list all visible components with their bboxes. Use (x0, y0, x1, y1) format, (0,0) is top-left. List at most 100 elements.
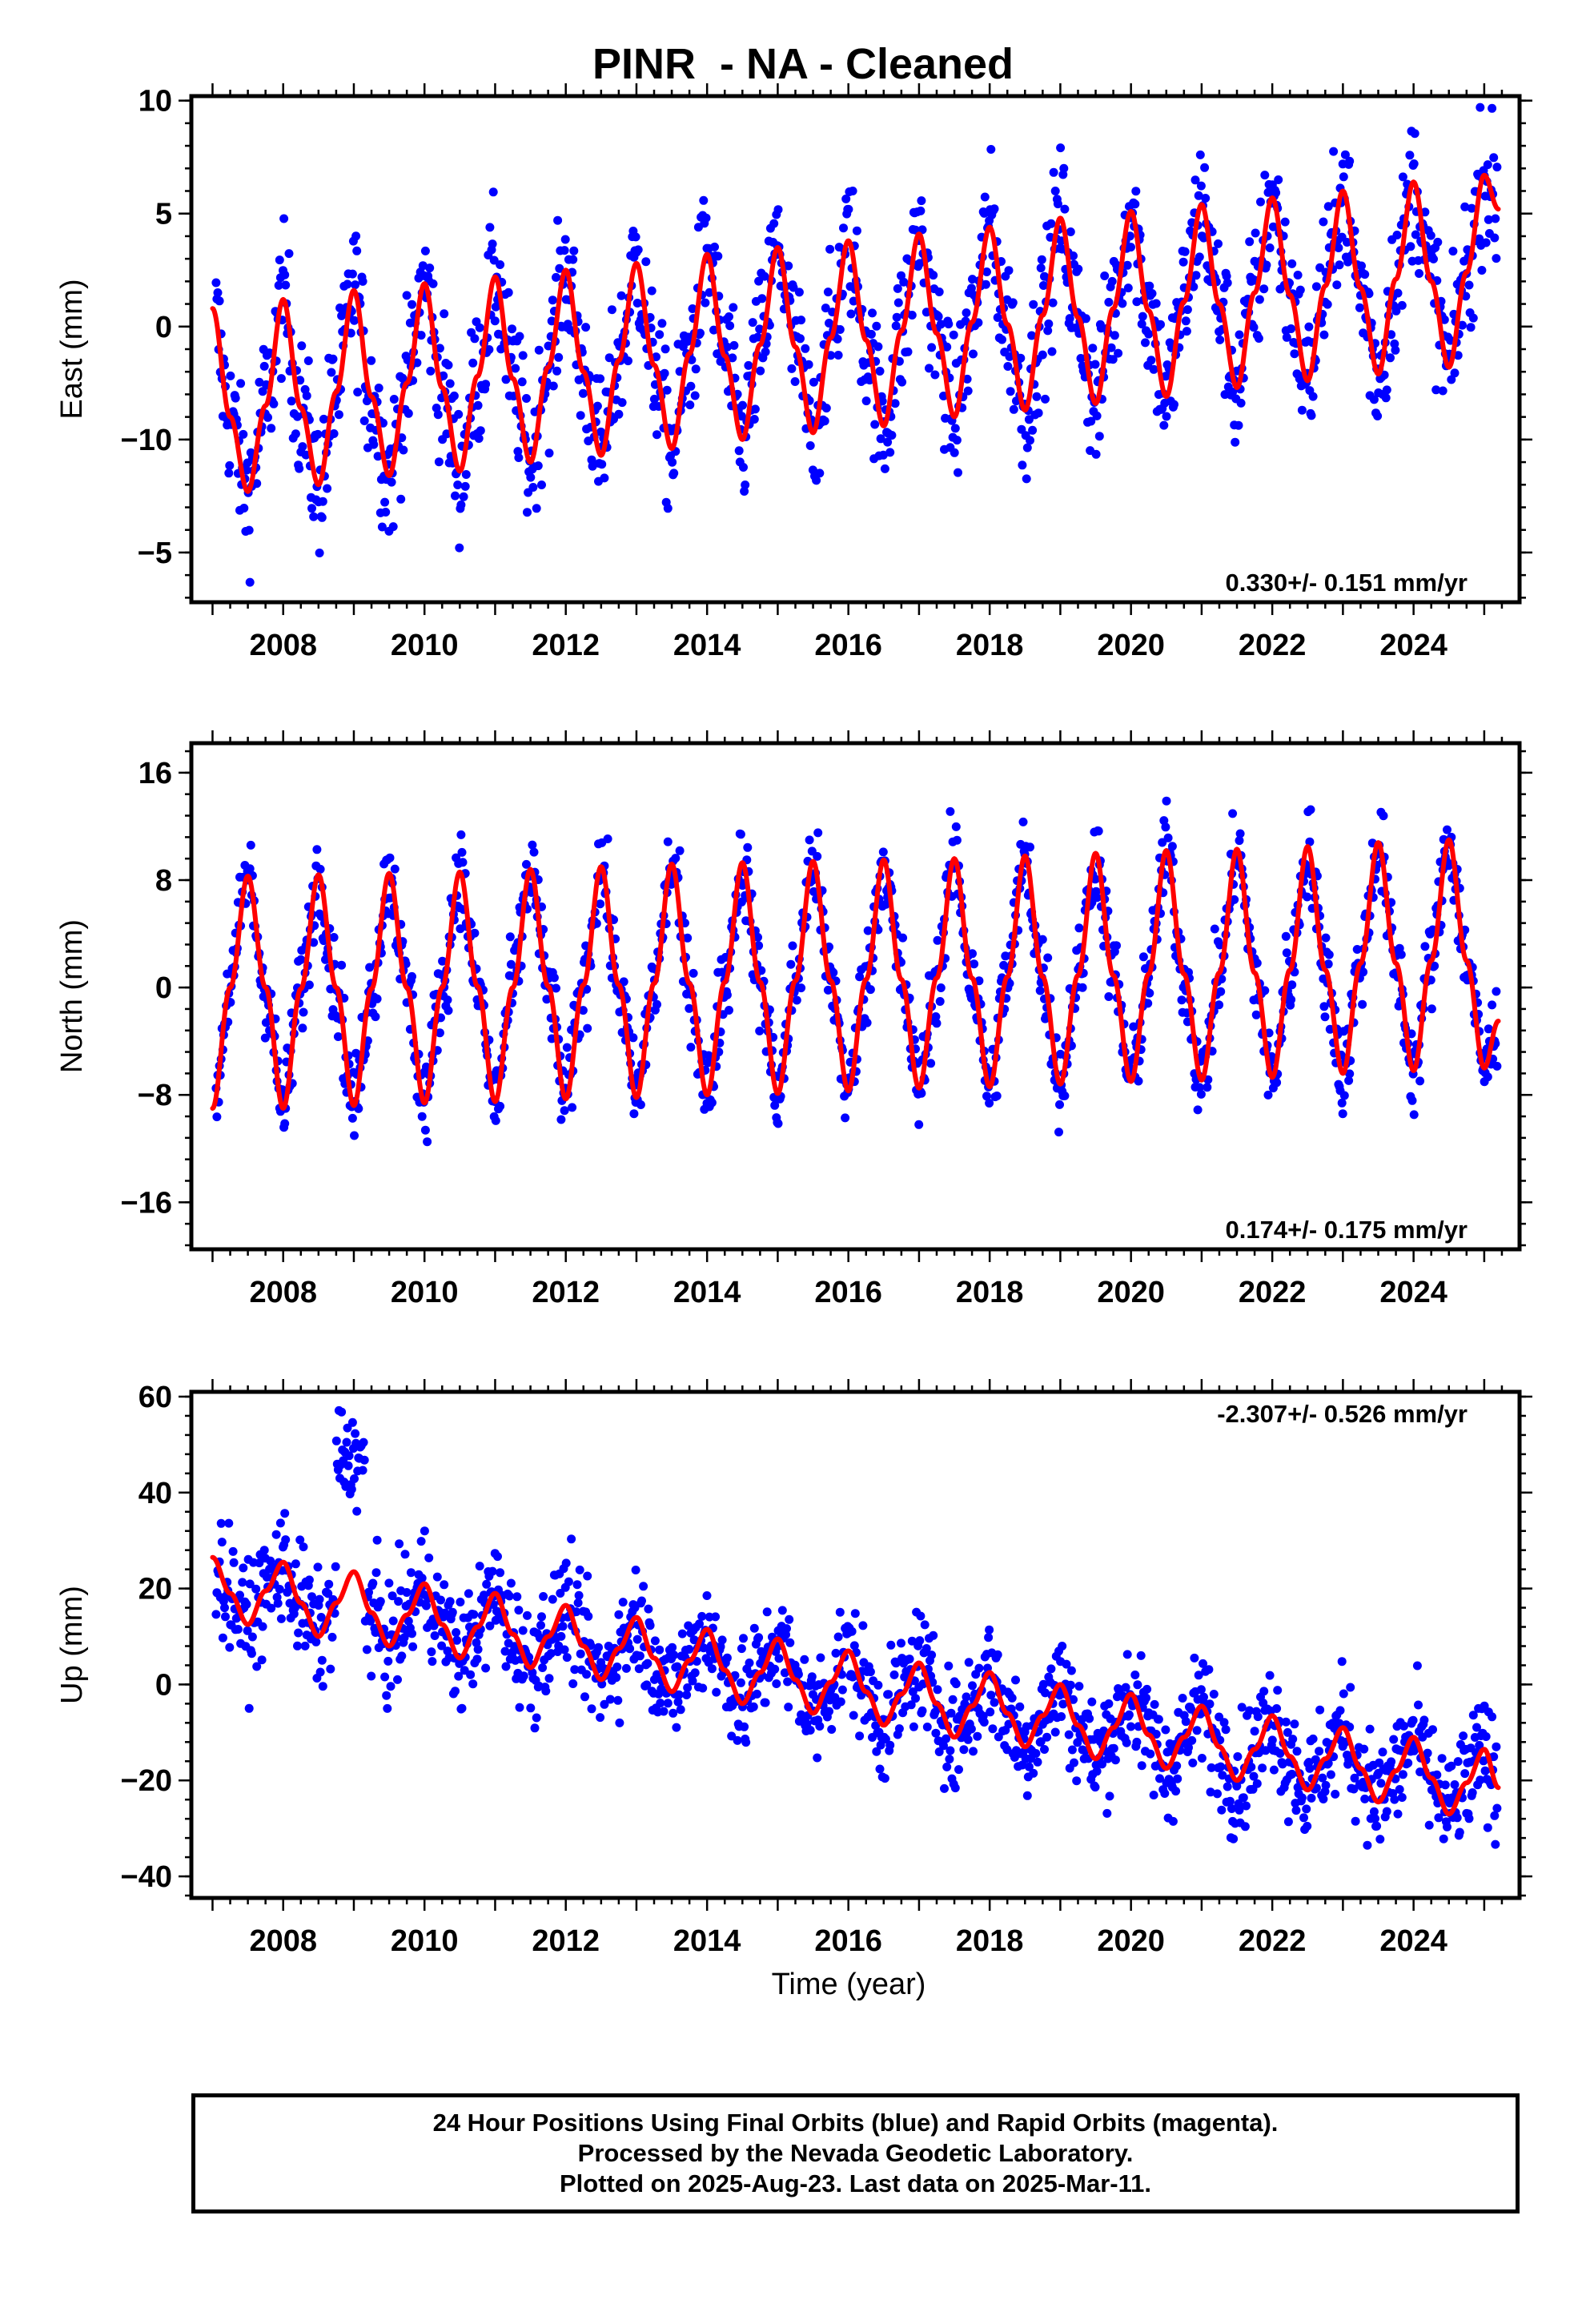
east-data-point (258, 387, 267, 396)
up-data-point (1319, 1795, 1328, 1803)
north-data-point (1035, 986, 1045, 995)
north-data-point (296, 955, 306, 964)
up-data-point (500, 1647, 510, 1656)
east-data-point (990, 204, 999, 214)
east-data-point (929, 271, 938, 280)
up-data-point (942, 1762, 952, 1771)
east-data-point (1091, 449, 1101, 459)
east-data-point (885, 448, 895, 457)
north-data-point (1407, 1096, 1417, 1105)
north-data-point (560, 1106, 569, 1116)
north-data-point (1396, 950, 1406, 959)
up-data-point (1455, 1827, 1464, 1837)
east-data-point (1268, 222, 1278, 231)
east-data-point (491, 302, 500, 312)
east-data-point (239, 504, 249, 513)
north-data-point (1325, 1024, 1335, 1034)
north-data-point (788, 941, 797, 951)
east-data-point (897, 377, 907, 387)
east-data-point (944, 320, 954, 329)
east-data-point (412, 358, 422, 368)
east-data-point (1132, 297, 1142, 307)
north-data-point (1158, 838, 1167, 847)
up-data-point (560, 1645, 569, 1655)
up-data-point (717, 1635, 727, 1645)
east-data-point (399, 445, 408, 455)
north-data-point (1407, 1029, 1416, 1039)
east-data-point (334, 410, 343, 420)
up-data-point (397, 1651, 407, 1661)
east-data-point (873, 342, 883, 352)
east-data-point (1409, 159, 1419, 168)
up-data-point (745, 1659, 754, 1667)
up-data-point (1299, 1813, 1308, 1823)
up-data-point (343, 1461, 353, 1470)
east-data-point (481, 380, 491, 389)
east-data-point (224, 468, 234, 478)
up-data-point (1122, 1738, 1131, 1747)
up-data-point (1303, 1821, 1312, 1831)
up-data-point (985, 1625, 994, 1634)
up-data-point (885, 1740, 895, 1750)
up-data-point (1443, 1822, 1452, 1831)
up-data-point (437, 1641, 447, 1651)
up-data-point (1110, 1755, 1120, 1765)
north-x-tick-label: 2016 (814, 1276, 882, 1309)
up-data-point (1412, 1661, 1422, 1671)
up-data-point (1173, 1774, 1182, 1783)
east-data-point (690, 391, 700, 400)
east-y-tick-label: −10 (121, 424, 172, 457)
up-data-point (556, 1589, 565, 1598)
up-data-point (673, 1662, 682, 1671)
up-data-point (740, 1722, 749, 1731)
north-data-point (1339, 1091, 1349, 1100)
east-data-point (302, 391, 311, 400)
east-data-point (880, 464, 889, 473)
east-data-point (709, 325, 718, 335)
north-data-point (444, 1006, 453, 1015)
east-data-point (387, 477, 396, 487)
up-data-point (546, 1649, 556, 1659)
up-data-point (1267, 1735, 1277, 1745)
east-data-point (433, 410, 443, 420)
east-data-point (1146, 356, 1156, 365)
east-data-point (713, 251, 723, 261)
north-data-point (755, 1026, 765, 1035)
east-data-point (226, 371, 235, 380)
north-data-point (312, 845, 322, 854)
up-data-point (1424, 1820, 1434, 1830)
up-data-point (1066, 1680, 1075, 1690)
up-data-point (506, 1578, 516, 1588)
east-data-point (548, 381, 558, 391)
up-data-point (280, 1509, 290, 1518)
east-data-point (1391, 306, 1401, 316)
east-data-point (1431, 385, 1441, 395)
east-data-point (404, 408, 413, 418)
up-data-point (228, 1546, 238, 1556)
up-data-point (1046, 1664, 1056, 1674)
east-data-point (1123, 283, 1133, 293)
up-data-point (639, 1582, 648, 1591)
up-data-point (276, 1614, 286, 1623)
east-data-point (1236, 398, 1246, 408)
east-data-point (835, 325, 845, 334)
up-data-point (785, 1638, 795, 1647)
up-data-point (537, 1612, 546, 1622)
east-data-point (952, 436, 962, 445)
east-data-point (428, 279, 438, 288)
east-data-point (526, 472, 536, 482)
up-data-point (1376, 1779, 1386, 1788)
up-data-point (963, 1735, 973, 1744)
up-data-point (1190, 1653, 1199, 1663)
east-data-point (1056, 143, 1066, 153)
up-data-point (383, 1703, 392, 1713)
east-data-point (632, 299, 642, 308)
east-data-point (323, 484, 332, 493)
up-data-point (668, 1642, 677, 1652)
up-data-point (631, 1566, 640, 1574)
north-data-point (707, 1098, 717, 1108)
up-data-point (445, 1597, 455, 1606)
up-data-point (612, 1673, 621, 1683)
north-data-point (1026, 842, 1034, 852)
